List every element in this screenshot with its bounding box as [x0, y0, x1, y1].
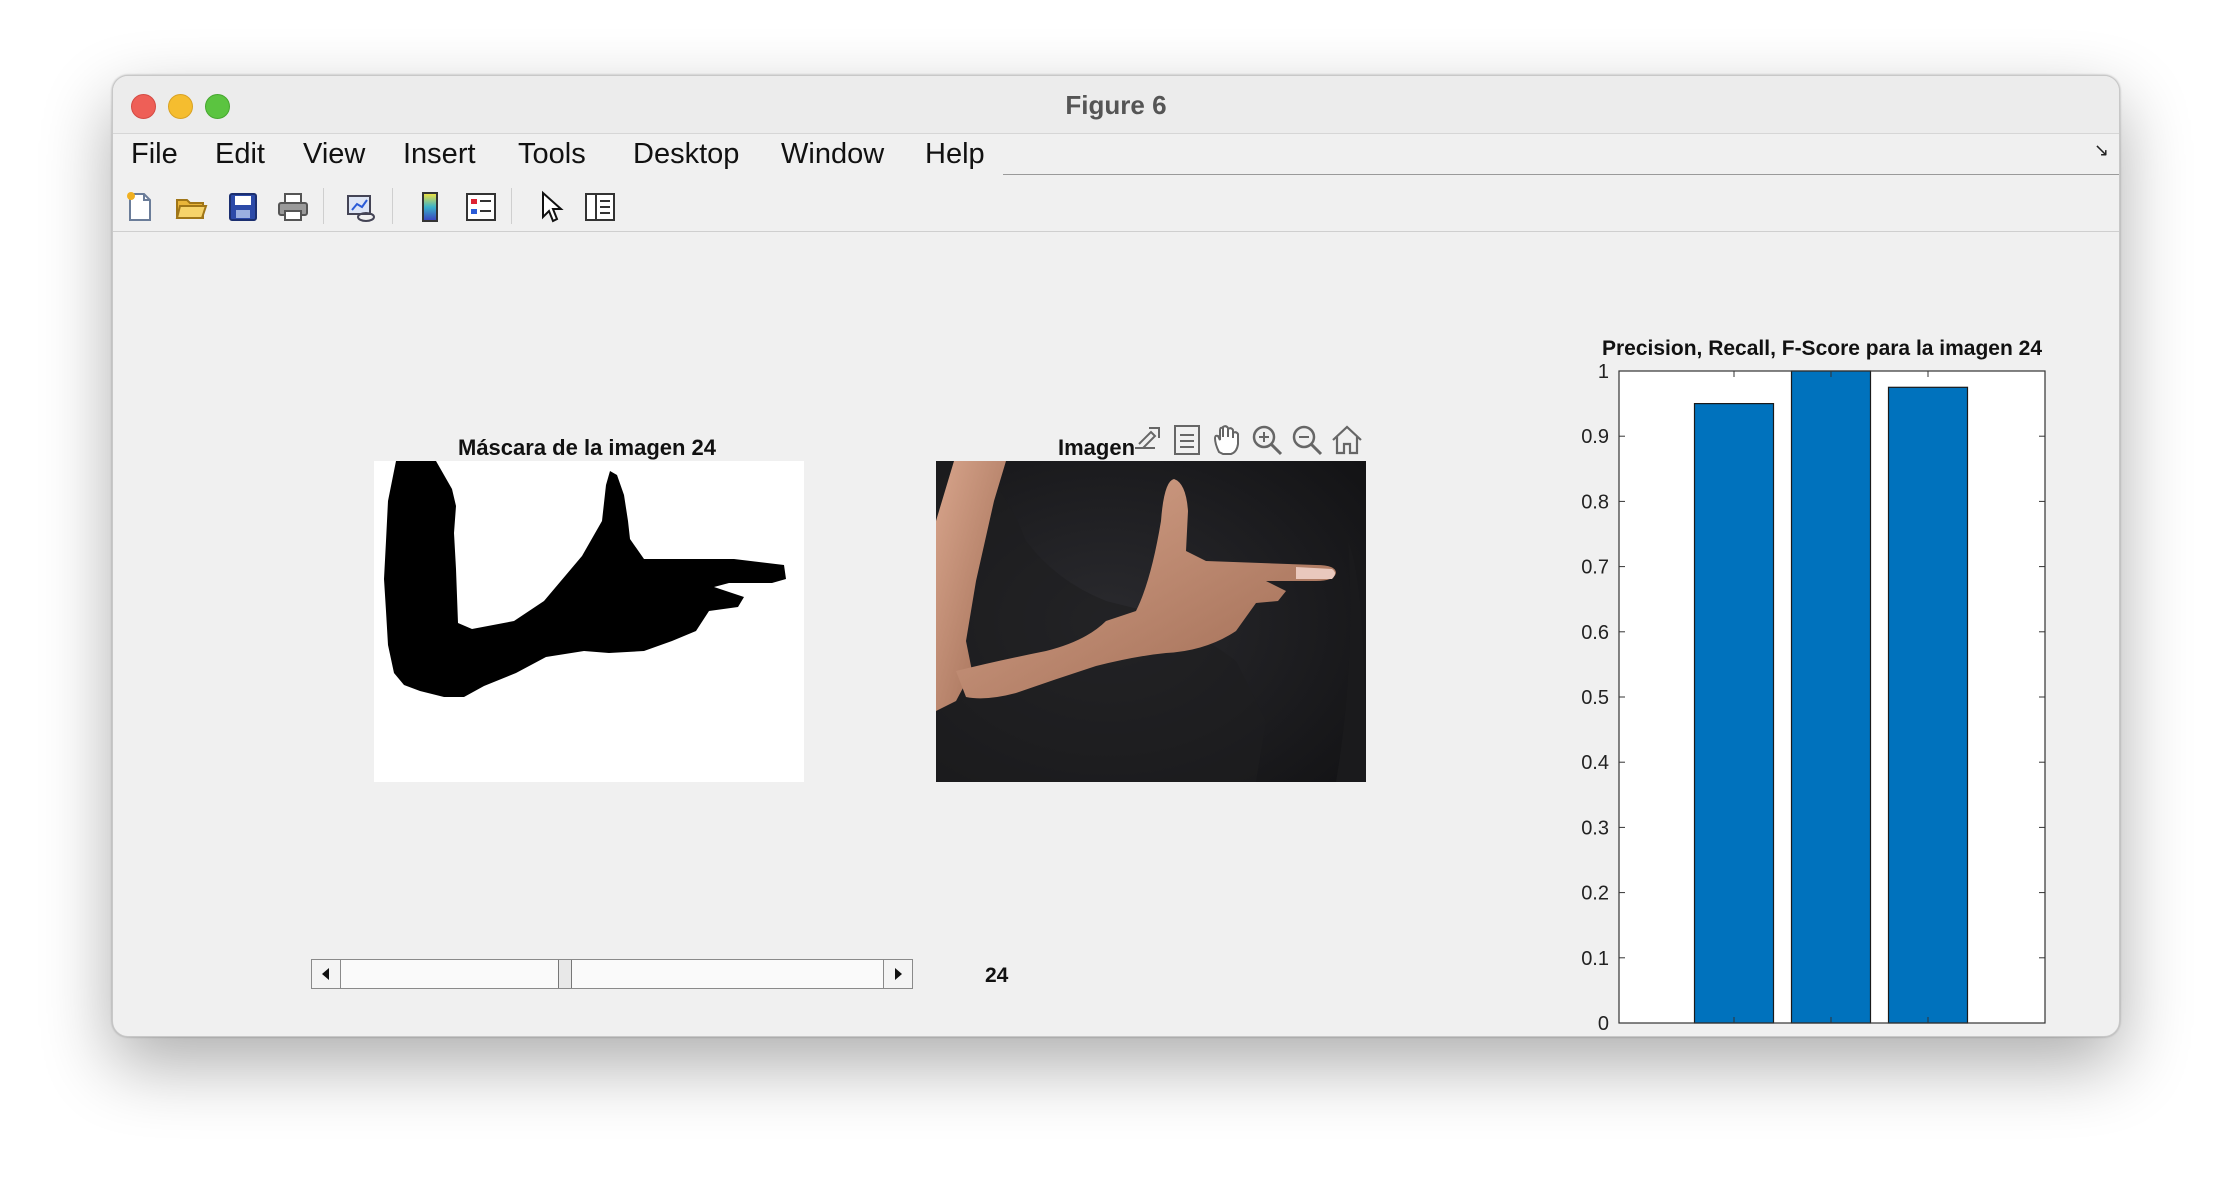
new-figure-icon[interactable] — [123, 190, 157, 224]
photo-axes-title: Imagen — [1058, 435, 1136, 460]
brush-icon[interactable] — [1169, 422, 1205, 458]
y-tick-label: 0.7 — [1581, 557, 1609, 579]
export-icon[interactable] — [1129, 422, 1165, 458]
slider-left-arrow[interactable] — [312, 960, 341, 988]
zoom-out-icon[interactable] — [1289, 422, 1325, 458]
y-tick-label: 0.8 — [1581, 491, 1609, 513]
bar — [1887, 386, 1969, 1024]
y-tick-label: 1 — [1598, 361, 1609, 383]
y-tick-label: 0.2 — [1581, 883, 1609, 905]
mask-image — [374, 461, 804, 782]
mask-axes-title: Máscara de la imagen 24 — [458, 435, 717, 460]
menu-view[interactable]: View — [303, 138, 366, 170]
y-tick-label: 0.1 — [1581, 948, 1609, 970]
y-tick-label: 0.5 — [1581, 687, 1609, 709]
menu-desktop[interactable]: Desktop — [633, 138, 740, 170]
plot-frame — [1618, 370, 2046, 1024]
insert-colorbar-icon[interactable] — [413, 190, 447, 224]
pan-icon[interactable] — [1209, 422, 1245, 458]
print-icon[interactable] — [276, 190, 310, 224]
slider-thumb[interactable] — [558, 960, 573, 988]
maximize-window-button[interactable] — [205, 94, 230, 119]
caret-right-icon — [895, 968, 902, 980]
bar-chart: Precision, Recall, F-Score para la image… — [1581, 337, 2046, 1037]
zoom-in-icon[interactable] — [1249, 422, 1285, 458]
menu-insert[interactable]: Insert — [403, 138, 476, 170]
home-icon[interactable] — [1329, 422, 1365, 458]
bar — [1693, 402, 1775, 1024]
menu-window[interactable]: Window — [781, 138, 885, 170]
dock-figure-icon[interactable]: ↘ — [2093, 140, 2109, 160]
save-icon[interactable] — [226, 190, 260, 224]
y-tick-label: 0.3 — [1581, 817, 1609, 839]
menu-bar: File Edit View Insert Tools Desktop Wind… — [113, 134, 2119, 174]
bar — [1790, 370, 1872, 1024]
y-tick-label: 0.9 — [1581, 426, 1609, 448]
figure-window: Figure 6 File Edit View Insert Tools Des… — [112, 75, 2120, 1037]
menu-file[interactable]: File — [131, 138, 178, 170]
title-bar[interactable]: Figure 6 — [113, 76, 2119, 134]
close-window-button[interactable] — [131, 94, 156, 119]
open-file-icon[interactable] — [174, 190, 208, 224]
image-slider[interactable] — [311, 959, 913, 989]
window-title: Figure 6 — [1065, 90, 1167, 120]
minimize-window-button[interactable] — [168, 94, 193, 119]
caret-left-icon — [322, 968, 329, 980]
link-plot-icon[interactable] — [344, 190, 378, 224]
x-tick-label: Precision — [1693, 1035, 1775, 1037]
menu-tools[interactable]: Tools — [518, 138, 586, 170]
insert-legend-icon[interactable] — [464, 190, 498, 224]
x-tick-label: F-Score — [1892, 1035, 1963, 1037]
menu-edit[interactable]: Edit — [215, 138, 265, 170]
slider-right-arrow[interactable] — [883, 960, 912, 988]
x-tick-label: Recall — [1803, 1035, 1859, 1037]
edit-plot-icon[interactable] — [534, 190, 568, 224]
photo-image — [936, 461, 1366, 782]
menu-help[interactable]: Help — [925, 138, 985, 170]
slider-value-label: 24 — [985, 964, 1009, 987]
menu-separator — [1003, 174, 2119, 175]
y-tick-label: 0.6 — [1581, 622, 1609, 644]
y-tick-label: 0 — [1598, 1013, 1609, 1035]
property-inspector-icon[interactable] — [583, 190, 617, 224]
y-tick-label: 0.4 — [1581, 752, 1609, 774]
figure-toolbar — [113, 176, 2119, 232]
chart-title: Precision, Recall, F-Score para la image… — [1602, 337, 2042, 360]
